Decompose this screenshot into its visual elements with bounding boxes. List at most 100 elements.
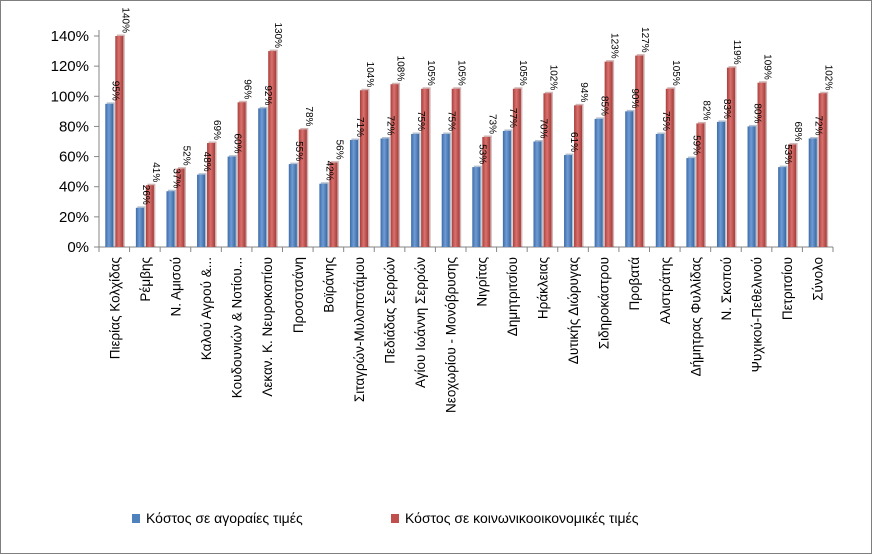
- bar-market: [533, 141, 542, 247]
- category-label: Λεκαν. Κ. Νευροκοπίου: [260, 257, 275, 397]
- bar-market: [625, 111, 634, 247]
- data-label: 109%: [762, 54, 773, 80]
- data-label: 52%: [180, 146, 191, 166]
- category-label: Προβατά: [627, 257, 642, 311]
- data-label: 60%: [232, 134, 243, 154]
- data-label: 82%: [700, 100, 711, 120]
- data-label: 53%: [476, 144, 487, 164]
- data-label: 75%: [446, 111, 457, 131]
- data-labels: 95% 26% 37% 48% 60% 92% 55% 42% 71% 72% 75% 75% 53% 7…: [109, 7, 833, 204]
- bar-social: [329, 162, 338, 247]
- data-label: 26%: [140, 185, 151, 205]
- bar-social: [145, 185, 154, 247]
- bar-market: [288, 164, 297, 247]
- category-label: Δημητριτσίου: [505, 257, 520, 336]
- category-label: Πιερίας Κολχίδας: [107, 257, 122, 360]
- bar-market: [349, 139, 358, 247]
- bar-market: [105, 103, 114, 247]
- legend-label: Κόστος σε αγοραίες τιμές: [146, 510, 303, 526]
- bar-social: [451, 88, 460, 247]
- data-label: 108%: [395, 56, 406, 82]
- bar-market: [166, 191, 175, 247]
- data-label: 75%: [415, 111, 426, 131]
- bar-market: [716, 121, 725, 247]
- bar-social: [115, 36, 124, 247]
- data-label: 70%: [537, 118, 548, 138]
- data-label: 92%: [262, 85, 273, 105]
- bar-market: [319, 183, 328, 247]
- bar-market: [747, 126, 756, 247]
- data-label: 102%: [823, 65, 834, 91]
- bar-social: [788, 144, 797, 247]
- data-label: 56%: [333, 140, 344, 160]
- data-label: 80%: [752, 103, 763, 123]
- y-tick-label: 60%: [59, 149, 89, 166]
- data-label: 85%: [599, 96, 610, 116]
- category-labels: Πιερίας Κολχίδας Ρέμβης Ν. Αμισού Καλού Αγρ…: [107, 257, 825, 413]
- data-label: 105%: [670, 60, 681, 86]
- bar-social: [726, 67, 735, 248]
- y-tick-label: 20%: [59, 209, 89, 226]
- bar-social: [237, 102, 246, 247]
- data-label: 55%: [293, 141, 304, 161]
- bar-social: [207, 143, 216, 247]
- data-label: 123%: [609, 33, 620, 59]
- data-label: 53%: [782, 144, 793, 164]
- data-label: 90%: [629, 88, 640, 108]
- data-label: 72%: [385, 115, 396, 135]
- data-label: 105%: [456, 60, 467, 86]
- data-label: 71%: [354, 117, 365, 137]
- bar-market: [380, 138, 389, 247]
- bar-social: [298, 129, 307, 247]
- category-label: Αλιστράτης: [658, 257, 673, 325]
- data-label: 37%: [170, 168, 181, 188]
- category-label: Δυτικής Διώρυγας: [566, 257, 581, 365]
- bar-social: [604, 61, 613, 247]
- category-label: Πετριτσίου: [780, 257, 795, 320]
- data-label: 140%: [119, 7, 130, 33]
- bar-market: [808, 138, 817, 247]
- bar-social: [176, 168, 185, 247]
- bar-market: [778, 167, 787, 247]
- data-label: 41%: [150, 162, 161, 182]
- bar-social: [421, 88, 430, 247]
- category-label: Νιγρίτας: [474, 257, 489, 307]
- data-label: 59%: [690, 135, 701, 155]
- bar-market: [441, 133, 450, 247]
- category-label: Σιταγρών-Μυλοποτάμου: [352, 257, 367, 402]
- data-label: 48%: [201, 152, 212, 172]
- bar-social: [268, 51, 277, 248]
- legend-swatch-market: [132, 514, 140, 523]
- y-tick-label: 80%: [59, 118, 89, 135]
- bar-market: [197, 174, 206, 247]
- bar-market: [258, 108, 267, 247]
- bar-social: [665, 88, 674, 247]
- data-label: 102%: [547, 65, 558, 91]
- y-tick-label: 120%: [51, 58, 89, 75]
- category-label: Προσοτσάνη: [291, 257, 306, 333]
- data-label: 105%: [425, 60, 436, 86]
- data-label: 75%: [660, 111, 671, 131]
- data-label: 95%: [109, 81, 120, 101]
- category-label: Αγίου Ιωάννη Σερρών: [413, 257, 428, 388]
- bar-social: [818, 93, 827, 248]
- legend: Κόστος σε αγοραίες τιμές Κόστος σε κοινων…: [132, 510, 639, 526]
- bar-social: [757, 82, 766, 247]
- y-tick-label: 0%: [67, 239, 89, 256]
- data-label: 42%: [323, 161, 334, 181]
- data-label: 61%: [568, 132, 579, 152]
- data-label: 83%: [721, 99, 732, 119]
- category-label: Ν. Σκοπού: [719, 257, 734, 321]
- bar-market: [564, 155, 573, 247]
- bar-social: [635, 55, 644, 247]
- legend-swatch-social: [391, 514, 399, 523]
- category-label: Ψυχικού-Πεθελινού: [750, 257, 765, 372]
- data-label: 69%: [211, 120, 222, 140]
- category-label: Βοϊράνης: [321, 257, 336, 313]
- y-tick-label: 40%: [59, 179, 89, 196]
- data-label: 127%: [639, 27, 650, 53]
- y-tick-label: 140%: [51, 28, 89, 45]
- bar-market: [472, 167, 481, 247]
- category-label: Πεδιάδας Σερρών: [383, 257, 398, 364]
